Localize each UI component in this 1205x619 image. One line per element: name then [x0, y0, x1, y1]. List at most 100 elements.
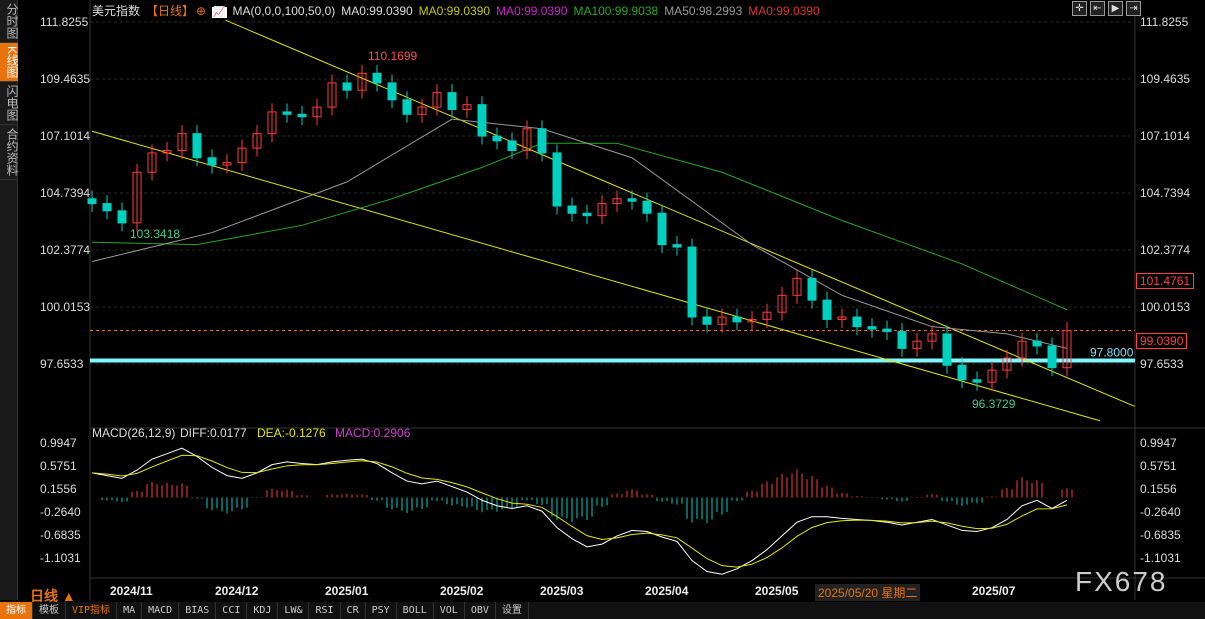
price-tick-left: 104.7394 [40, 186, 90, 200]
macd-tick-left: -0.6835 [40, 528, 81, 542]
candle-body [537, 128, 547, 154]
date-label: 2025/03 [540, 584, 584, 598]
candle-body [432, 92, 442, 108]
price-tick-right: 111.8255 [1140, 15, 1189, 29]
indicator-tab[interactable]: 指标 [0, 602, 33, 619]
price-tick-left: 109.4635 [40, 72, 90, 86]
candle-body [777, 294, 787, 313]
zoom-in-icon[interactable]: ⇤ [1090, 1, 1105, 16]
zoom-out-icon[interactable]: ▶ [1108, 1, 1123, 16]
ma-value: MA0:99.0390 [418, 4, 491, 18]
macd-header: MACD(26,12,9) [92, 426, 175, 440]
candle-body [987, 369, 997, 383]
date-label: 2025/04 [645, 584, 689, 598]
date-label: 2025/05 [755, 584, 799, 598]
date-label: 2025/07 [972, 584, 1016, 598]
low-label: 103.3418 [130, 227, 180, 241]
candle-body [222, 162, 232, 166]
candle-body [897, 331, 907, 349]
indicator-tab[interactable]: CR [341, 602, 366, 619]
price-tick-left: 102.3774 [40, 243, 90, 257]
price-tick-left: 111.8255 [40, 15, 89, 29]
candle-body [1062, 330, 1072, 369]
instrument-title: 美元指数 [92, 4, 141, 18]
add-icon[interactable]: ⊕ [196, 4, 207, 18]
price-label-box: 101.4761 [1136, 273, 1195, 289]
candle-body [702, 316, 712, 325]
candle-body [1002, 357, 1012, 371]
indicator-tab[interactable]: 模板 [33, 602, 66, 619]
indicator-tab[interactable]: VIP指标 [66, 602, 118, 619]
tab-kline[interactable]: K线图 [0, 43, 19, 83]
macd-tick-right: 0.1556 [1140, 482, 1177, 496]
candle-body [642, 200, 652, 214]
candle-body [522, 128, 532, 152]
candle-body [672, 244, 682, 248]
candle-body [762, 311, 772, 320]
indicator-tab[interactable]: MACD [142, 602, 180, 619]
candle-body [387, 82, 397, 101]
candle-body [597, 203, 607, 217]
date-label: 2024/12 [215, 584, 259, 598]
candle-body [417, 106, 427, 115]
candle-body [327, 82, 337, 108]
sidebar: 分时图 K线图 闪电图 合约资料 [0, 0, 19, 600]
chart-header: 美元指数 【日线】 ⊕ 📈 MA(0,0,0,100,50,0) MA0:99.0390 M… [92, 2, 832, 19]
indicator-tab[interactable]: LW& [278, 602, 310, 619]
candle-body [807, 277, 817, 301]
candle-body [282, 111, 292, 115]
date-label: 2024/11 [110, 584, 153, 598]
indicator-tab[interactable]: KDJ [247, 602, 279, 619]
macd-tick-left: 0.9947 [40, 436, 77, 450]
candle-body [162, 150, 172, 154]
high-label: 110.1699 [368, 49, 417, 63]
tab-contract-info[interactable]: 合约资料 [0, 125, 19, 181]
candle-body [627, 198, 637, 202]
candle-body [207, 157, 217, 166]
indicator-tab[interactable]: MA [117, 602, 143, 619]
indicator-tab[interactable]: PSY [366, 602, 397, 619]
candle-body [1047, 345, 1057, 369]
chart-toolbar: ✛ ⇤ ▶ ⇥ [1072, 1, 1141, 16]
ma-value: MA50:98.2993 [664, 4, 743, 18]
price-tick-left: 107.1014 [40, 129, 90, 143]
price-tick-right: 100.0153 [1140, 300, 1190, 314]
indicator-tab[interactable]: CCI [216, 602, 248, 619]
tab-timeshare[interactable]: 分时图 [0, 0, 19, 43]
crosshair-icon[interactable]: ✛ [1072, 1, 1087, 16]
candle-body [507, 140, 517, 152]
price-tick-right: 102.3774 [1140, 243, 1190, 257]
candle-body [357, 72, 367, 91]
candle-body [492, 135, 502, 142]
candle-body [822, 299, 832, 320]
candle-body [192, 133, 202, 159]
indicator-tab[interactable]: BOLL [397, 602, 434, 619]
indicator-icon[interactable]: 📈 [212, 7, 227, 18]
kline-chart[interactable]: 111.8255 111.8255 109.4635 109.4635 107.1014… [0, 0, 1205, 600]
indicator-tab[interactable]: OBV [465, 602, 496, 619]
period-selector[interactable]: 日线 ▲ [30, 588, 76, 604]
move-right-icon[interactable]: ⇥ [1126, 1, 1141, 16]
indicator-tab-bar: 指标 模板 VIP指标 MA MACD BIAS CCI KDJ LW& RSI CR PSY BOLL… [0, 602, 1205, 619]
candle-body [102, 203, 112, 212]
macd-tick-right: -0.6835 [1140, 528, 1181, 542]
indicator-tab[interactable]: RSI [309, 602, 341, 619]
tab-flash[interactable]: 闪电图 [0, 82, 19, 126]
support-label: 97.8000 [1090, 345, 1134, 359]
indicator-tab[interactable]: BIAS [179, 602, 217, 619]
candle-body [792, 277, 802, 296]
macd-tick-right: -0.2640 [1140, 505, 1181, 519]
ma100-line [91, 142, 1068, 311]
price-tick-right: 109.4635 [1140, 72, 1190, 86]
macd-dea-line [91, 454, 1068, 568]
candle-body [657, 212, 667, 246]
candle-body [87, 198, 97, 205]
candle-body [867, 326, 877, 330]
candle-body [252, 133, 262, 149]
macd-diff-line [91, 447, 1068, 575]
candle-body [582, 212, 592, 217]
indicator-tab[interactable]: 设置 [496, 602, 529, 619]
candle-body [732, 316, 742, 323]
indicator-tab[interactable]: VOL [434, 602, 465, 619]
candle-body [717, 316, 727, 325]
